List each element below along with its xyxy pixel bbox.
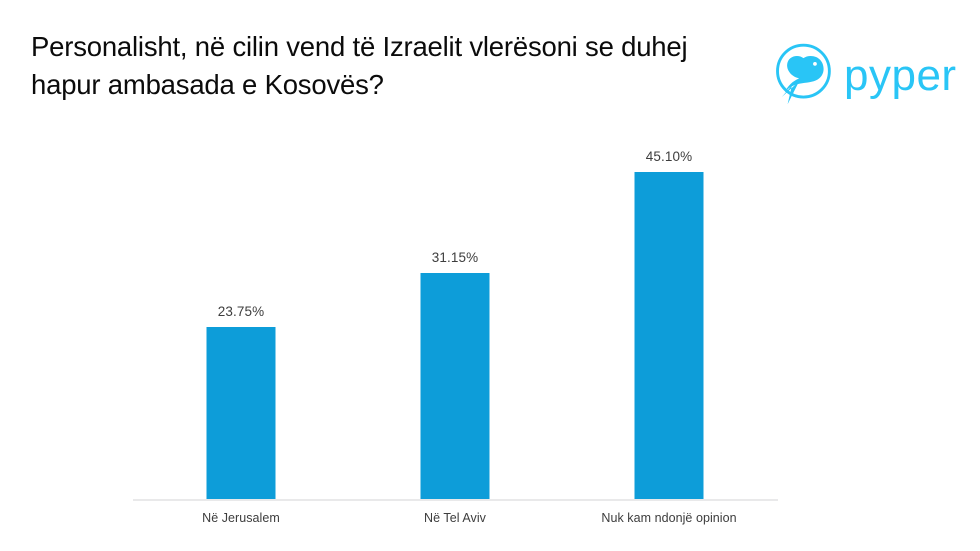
bar-column[interactable]: 23.75% <box>206 304 276 499</box>
bar-group: 23.75% Në Jerusalem <box>135 129 347 525</box>
bar-rect[interactable] <box>206 327 276 499</box>
x-axis-category-label: Në Jerusalem <box>202 511 280 525</box>
x-axis-category-label: Nuk kam ndonjë opinion <box>601 511 737 525</box>
bar-value-label: 23.75% <box>217 304 265 320</box>
bar-rect[interactable] <box>634 172 704 499</box>
pyper-logo: pyper <box>766 38 956 110</box>
bar-group: 45.10% Nuk kam ndonjë opinion <box>563 129 775 525</box>
bird-in-circle-icon <box>776 43 831 105</box>
bar-value-label: 45.10% <box>645 149 693 165</box>
x-axis-category-label: Në Tel Aviv <box>424 511 486 525</box>
logo-wordmark: pyper <box>844 51 957 100</box>
bar-group: 31.15% Në Tel Aviv <box>349 129 561 525</box>
bar-column[interactable]: 31.15% <box>420 250 490 499</box>
page-title: Personalisht, në cilin vend të Izraelit … <box>31 31 688 100</box>
x-axis-line <box>133 499 778 501</box>
bar-column[interactable]: 45.10% <box>634 149 704 499</box>
slide-header: Personalisht, në cilin vend të Izraelit … <box>0 0 980 125</box>
bar-rect[interactable] <box>420 273 490 499</box>
bar-value-label: 31.15% <box>431 250 479 266</box>
bar-chart-plot: 23.75% Në Jerusalem 31.15% Në Tel Aviv 4… <box>0 125 980 551</box>
